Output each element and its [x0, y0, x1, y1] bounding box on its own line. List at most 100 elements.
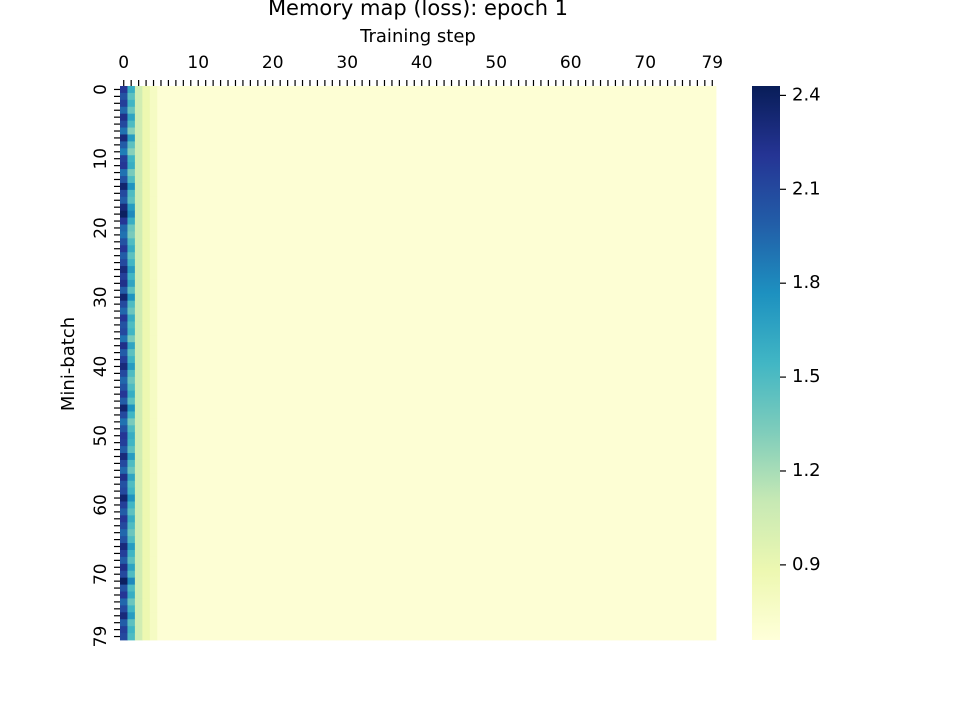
- heatmap-cell: [403, 328, 411, 336]
- heatmap-cell: [157, 342, 166, 350]
- heatmap-cell: [485, 196, 493, 205]
- heatmap-cell: [291, 411, 300, 419]
- heatmap-cell: [634, 473, 642, 482]
- heatmap-cell: [529, 363, 538, 371]
- heatmap-cell: [298, 501, 307, 509]
- heatmap-cell: [492, 328, 501, 336]
- heatmap-cell: [671, 120, 680, 128]
- heatmap-cell: [291, 293, 300, 302]
- heatmap-cell: [678, 314, 687, 322]
- heatmap-cell: [581, 446, 590, 454]
- heatmap-cell: [544, 404, 553, 412]
- heatmap-cell: [127, 335, 136, 343]
- heatmap-cell: [470, 314, 478, 322]
- heatmap-cell: [418, 113, 426, 122]
- heatmap-cell: [604, 86, 613, 94]
- heatmap-cell: [358, 363, 367, 371]
- heatmap-cell: [671, 466, 680, 475]
- heatmap-cell: [485, 106, 493, 115]
- heatmap-cell: [686, 92, 695, 101]
- heatmap-cell: [194, 397, 203, 405]
- heatmap-cell: [499, 376, 508, 385]
- heatmap-cell: [194, 501, 203, 509]
- heatmap-cell: [596, 369, 605, 378]
- heatmap-cell: [686, 342, 695, 350]
- heatmap-cell: [492, 466, 501, 475]
- heatmap-cell: [596, 113, 605, 122]
- heatmap-cell: [470, 141, 478, 149]
- heatmap-cell: [127, 446, 136, 454]
- heatmap-cell: [656, 473, 665, 482]
- heatmap-cell: [410, 286, 419, 295]
- heatmap-cell: [447, 501, 456, 509]
- heatmap-cell: [157, 162, 166, 170]
- heatmap-cell: [336, 155, 344, 163]
- heatmap-cell: [239, 473, 248, 482]
- heatmap-cell: [313, 307, 322, 315]
- heatmap-cell: [336, 446, 344, 454]
- heatmap-cell: [343, 404, 352, 412]
- heatmap-cell: [648, 446, 657, 454]
- heatmap-cell: [142, 155, 151, 163]
- heatmap-cell: [619, 508, 627, 516]
- heatmap-cell: [157, 487, 166, 495]
- heatmap-cell: [693, 376, 702, 385]
- heatmap-cell: [246, 176, 255, 184]
- heatmap-cell: [634, 335, 642, 343]
- heatmap-cell: [395, 349, 404, 357]
- heatmap-cell: [708, 425, 717, 433]
- heatmap-cell: [589, 286, 598, 295]
- heatmap-cell: [283, 92, 292, 101]
- heatmap-cell: [298, 92, 307, 101]
- heatmap-cell: [611, 141, 620, 149]
- heatmap-cell: [634, 356, 642, 364]
- heatmap-cell: [462, 293, 471, 302]
- heatmap-cell: [283, 418, 292, 426]
- heatmap-cell: [477, 328, 486, 336]
- heatmap-cell: [529, 189, 538, 198]
- heatmap-cell: [634, 272, 642, 281]
- heatmap-cell: [634, 113, 642, 122]
- heatmap-cell: [432, 376, 441, 385]
- heatmap-cell: [120, 494, 128, 502]
- heatmap-cell: [425, 259, 434, 267]
- heatmap-cell: [283, 113, 292, 122]
- heatmap-cell: [239, 494, 248, 502]
- heatmap-cell: [470, 369, 478, 378]
- heatmap-cell: [164, 453, 173, 461]
- heatmap-cell: [567, 508, 575, 516]
- heatmap-cell: [477, 439, 486, 447]
- heatmap-cell: [470, 300, 478, 308]
- heatmap-cell: [708, 480, 717, 489]
- heatmap-cell: [403, 459, 411, 468]
- heatmap-cell: [142, 515, 151, 523]
- heatmap-cell: [216, 356, 225, 364]
- heatmap-cell: [201, 349, 210, 357]
- heatmap-cell: [231, 245, 240, 253]
- heatmap-cell: [246, 99, 255, 108]
- heatmap-cell: [544, 439, 553, 447]
- heatmap-cell: [388, 279, 397, 288]
- heatmap-cell: [134, 210, 143, 218]
- heatmap-cell: [276, 376, 285, 385]
- heatmap-cell: [455, 432, 464, 440]
- heatmap-cell: [269, 321, 277, 329]
- heatmap-cell: [388, 203, 397, 212]
- heatmap-cell: [418, 425, 426, 433]
- heatmap-cell: [246, 432, 255, 440]
- heatmap-cell: [596, 196, 605, 205]
- heatmap-cell: [373, 383, 382, 392]
- heatmap-cell: [239, 425, 248, 433]
- heatmap-cell: [671, 446, 680, 454]
- heatmap-cell: [276, 411, 285, 419]
- heatmap-cell: [432, 356, 441, 364]
- heatmap-cell: [224, 349, 233, 357]
- heatmap-cell: [149, 266, 158, 274]
- heatmap-cell: [552, 120, 560, 128]
- heatmap-cell: [283, 238, 292, 246]
- heatmap-cell: [499, 286, 508, 295]
- heatmap-cell: [678, 411, 687, 419]
- heatmap-cell: [581, 376, 590, 385]
- heatmap-cell: [231, 376, 240, 385]
- heatmap-cell: [358, 501, 367, 509]
